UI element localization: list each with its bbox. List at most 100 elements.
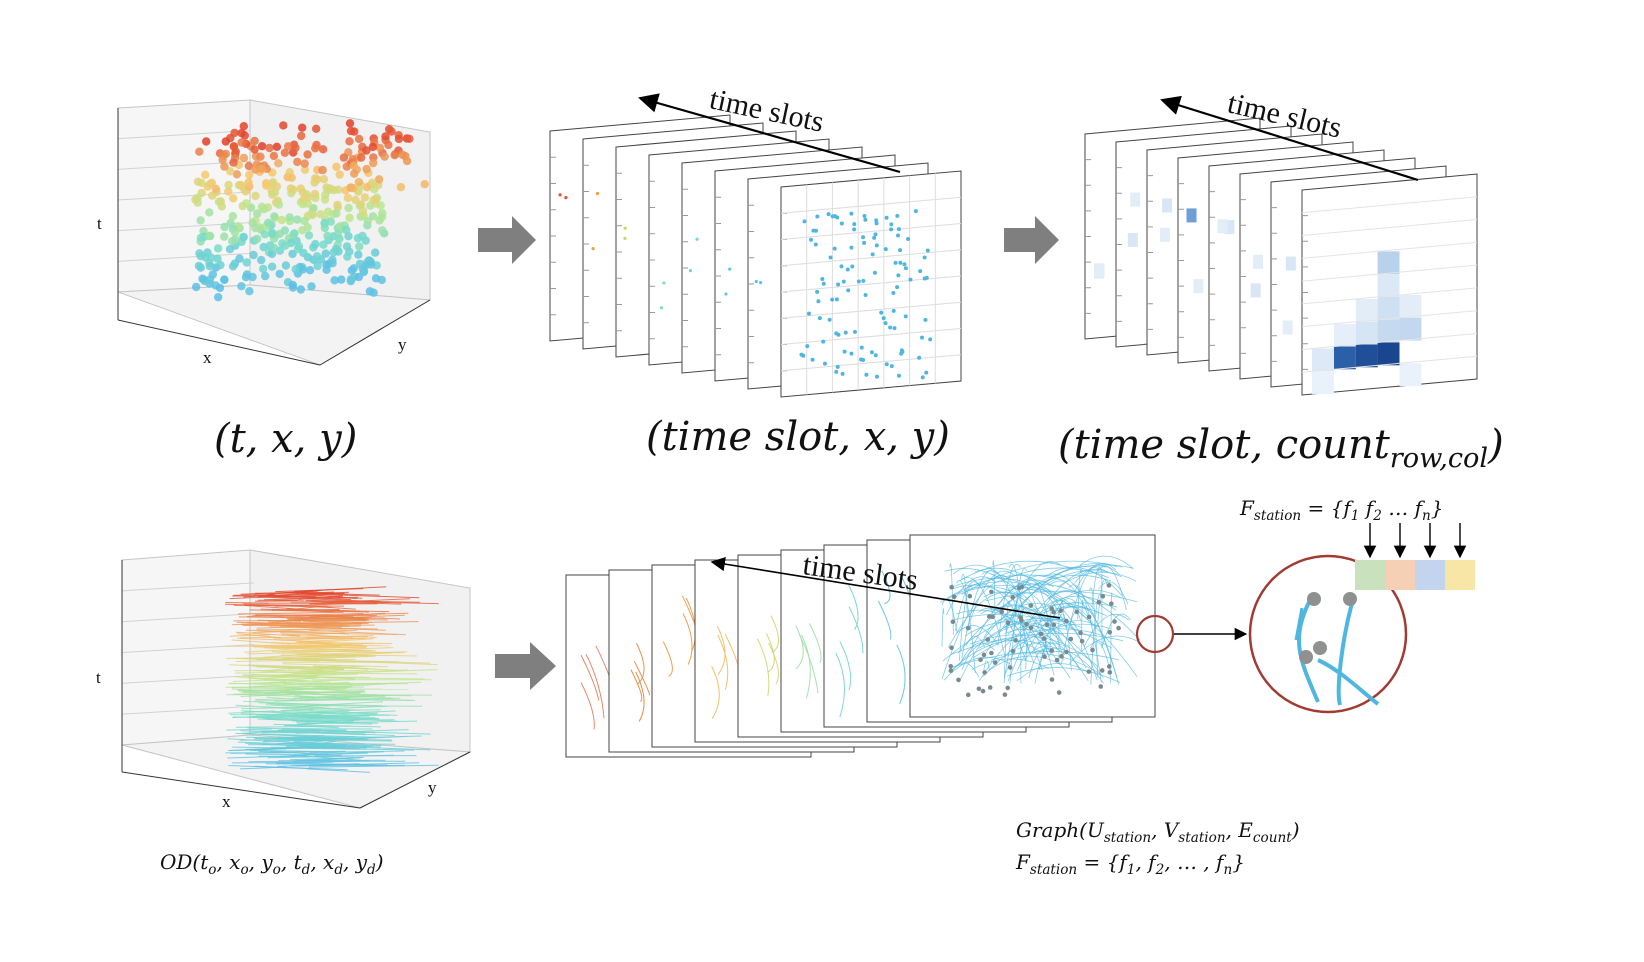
- scatter-point: [237, 138, 246, 147]
- scatter-point: [322, 260, 331, 269]
- point: [841, 279, 846, 284]
- scatter-point: [232, 170, 242, 179]
- od-line: [285, 741, 334, 748]
- scatter-point: [248, 272, 257, 282]
- od-line: [258, 629, 358, 633]
- point: [902, 262, 907, 267]
- scatter-point: [229, 142, 239, 151]
- edge: [957, 564, 1133, 654]
- scatter-point: [274, 159, 283, 168]
- edge: [941, 608, 945, 647]
- station-node: [986, 614, 992, 619]
- point: [623, 226, 627, 230]
- station-node: [1005, 685, 1010, 691]
- od-line: [228, 765, 313, 770]
- edge: [952, 613, 1113, 649]
- od-line: [305, 747, 415, 751]
- edge: [770, 615, 780, 654]
- scatter-point: [274, 200, 284, 209]
- od-line: [258, 702, 382, 707]
- station-node: [1049, 648, 1055, 653]
- edge: [1097, 579, 1108, 623]
- edge: [941, 599, 958, 634]
- scatter-point: [311, 193, 320, 203]
- scatter-point: [368, 178, 377, 187]
- heat-cell: [1399, 295, 1422, 318]
- scatter-point: [192, 282, 201, 292]
- od-line: [229, 682, 288, 686]
- od-line: [287, 738, 392, 741]
- point: [889, 222, 894, 227]
- od-line: [237, 611, 344, 615]
- cube-od-lines-plot: [121, 549, 472, 809]
- formula-od: OD(to, xo, yo, td, xd, yd): [160, 850, 384, 878]
- point: [889, 227, 894, 232]
- edge: [958, 585, 1058, 601]
- point: [899, 348, 904, 353]
- od-line: [264, 690, 365, 695]
- scatter-point: [342, 225, 351, 235]
- process-arrow-icon: [495, 642, 556, 690]
- scatter-point: [318, 165, 327, 175]
- heat-cell: [1253, 254, 1264, 269]
- point: [826, 212, 831, 217]
- point: [850, 264, 855, 269]
- point: [799, 352, 804, 357]
- scatter-point: [312, 252, 322, 261]
- scatter-point: [239, 153, 249, 163]
- od-line: [226, 728, 273, 731]
- scatter-point: [218, 155, 227, 164]
- od-line: [307, 682, 392, 685]
- od-line: [256, 710, 350, 716]
- station-node: [982, 670, 987, 675]
- od-line: [244, 648, 298, 653]
- edge: [971, 658, 1049, 670]
- od-line: [292, 751, 384, 756]
- point: [822, 361, 827, 366]
- od-line: [281, 650, 376, 652]
- edge: [580, 682, 595, 730]
- station-node: [1099, 668, 1105, 673]
- point: [874, 243, 879, 248]
- station-node: [1016, 585, 1022, 591]
- od-line: [310, 709, 381, 712]
- point: [805, 344, 810, 349]
- od-line: [245, 753, 343, 756]
- edge: [1090, 641, 1111, 671]
- scatter-point: [357, 153, 366, 162]
- station-node: [1013, 638, 1018, 643]
- scatter-point: [349, 161, 358, 170]
- scatter-point: [394, 134, 404, 144]
- od-line: [282, 663, 389, 668]
- point: [873, 353, 878, 358]
- edge: [1038, 603, 1095, 615]
- scatter-point: [288, 249, 297, 259]
- scatter-point: [220, 162, 229, 171]
- point: [913, 209, 918, 214]
- edge: [965, 636, 985, 648]
- station-node: [1343, 592, 1357, 606]
- point: [923, 317, 928, 322]
- heat-cell: [1355, 299, 1378, 322]
- scatter-point: [396, 183, 406, 192]
- scatter-point: [268, 178, 278, 187]
- edge: [1073, 565, 1120, 584]
- scatter-point: [300, 165, 310, 174]
- station-node: [1078, 630, 1083, 636]
- od-line: [301, 593, 420, 599]
- point: [662, 281, 666, 285]
- point: [724, 292, 728, 296]
- scatter-point: [224, 187, 233, 196]
- point: [906, 236, 911, 241]
- axis-label-x: x: [203, 348, 212, 367]
- point: [873, 232, 878, 237]
- point: [920, 335, 925, 340]
- scatter-point: [211, 184, 221, 194]
- point: [884, 362, 889, 367]
- axis-label-t: t: [96, 668, 101, 687]
- edge: [948, 592, 1023, 648]
- heat-cell: [1186, 208, 1197, 223]
- edge: [1048, 580, 1093, 627]
- station-node: [1024, 621, 1029, 627]
- od-line: [237, 633, 282, 639]
